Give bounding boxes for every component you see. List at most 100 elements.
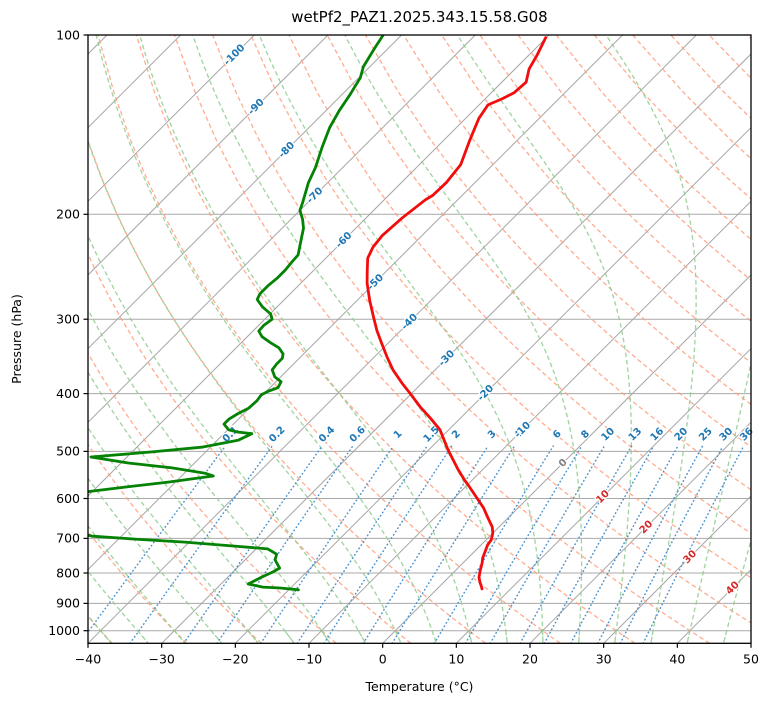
mixing-ratio-label: 0.2 <box>267 425 287 445</box>
isotherm-line <box>603 495 751 644</box>
moist-adiabat-line <box>88 234 367 644</box>
y-tick-label: 200 <box>56 207 80 222</box>
x-tick-label: −10 <box>296 651 322 666</box>
mixing-ratio-line <box>362 445 489 644</box>
isotherm-line <box>88 35 181 129</box>
moist-adiabat-line <box>686 359 751 644</box>
dry-adiabat-line <box>173 35 711 644</box>
y-tick-label: 600 <box>56 491 80 506</box>
temperature-profile-line <box>365 36 548 591</box>
moist-adiabat-line <box>95 35 438 644</box>
moist-adiabat-line <box>88 426 259 644</box>
mixing-ratio-label: 10 <box>600 426 618 444</box>
mixing-ratio-label: 1 <box>392 428 405 441</box>
mixing-ratio-line <box>464 445 583 644</box>
y-tick-label: 300 <box>56 312 80 327</box>
x-tick-label: 20 <box>522 651 538 666</box>
y-tick-label: 100 <box>56 27 80 42</box>
sounding-profiles-layer <box>88 35 548 592</box>
isotherm-line <box>88 35 550 497</box>
y-axis-label: Pressure (hPa) <box>9 294 24 384</box>
moist-adiabat-line <box>344 35 583 644</box>
isotherm-line <box>529 421 751 644</box>
y-tick-label: 400 <box>56 386 80 401</box>
mixing-ratio-label: 25 <box>697 426 715 444</box>
grid-lines-layer <box>88 35 751 644</box>
moist-adiabat-line <box>605 35 697 644</box>
mixing-ratio-label: 16 <box>649 426 667 444</box>
isotherm-line <box>88 35 402 350</box>
dry-adiabat-line <box>97 35 561 644</box>
y-tick-label: 500 <box>56 444 80 459</box>
y-tick-label: 900 <box>56 596 80 611</box>
x-tick-label: 30 <box>596 651 612 666</box>
dry-adiabat-line <box>632 35 751 160</box>
y-tick-label: 700 <box>56 531 80 546</box>
mixing-ratio-line <box>489 445 606 644</box>
dry-adiabat-line <box>88 443 262 644</box>
x-tick-label: −20 <box>222 651 248 666</box>
dry-adiabat-line <box>403 35 751 406</box>
mixing-ratio-line <box>260 445 395 644</box>
moist-adiabat-line <box>88 308 331 644</box>
isotherm-line <box>88 35 329 276</box>
mixing-ratio-line <box>543 445 655 644</box>
mixing-ratio-line <box>642 445 745 644</box>
mixing-ratio-line <box>183 445 323 644</box>
x-tick-label: 0 <box>379 651 387 666</box>
isotherm-line <box>750 642 751 644</box>
moist-adiabat-line <box>722 538 751 644</box>
dry-adiabat-line <box>441 35 751 364</box>
mixing-ratio-line <box>570 445 679 644</box>
axes-layer: −40 −30 −20 −10 0 10 20 30 40 50 100 200 300 400 500 60… <box>48 27 759 666</box>
dry-adiabat-line <box>708 35 751 80</box>
mixing-ratio-label: 36 <box>738 426 756 444</box>
mixing-ratio-line <box>323 445 453 644</box>
isotherm-line <box>88 35 476 424</box>
mixing-ratio-line <box>216 445 354 644</box>
dry-adiabat-line <box>555 35 751 241</box>
dry-adiabat-line <box>88 252 412 644</box>
dry-adiabat-line <box>288 35 751 535</box>
moist-adiabat-line <box>88 477 223 644</box>
x-tick-label: −40 <box>75 651 101 666</box>
isotherm-line <box>382 274 751 644</box>
dry-adiabat-line <box>211 35 751 624</box>
mixing-ratio-label: 2 <box>450 428 463 441</box>
mixing-ratio-label: 8 <box>579 428 592 441</box>
y-tick-label: 800 <box>56 565 80 580</box>
y-tick-label: 1000 <box>48 623 80 638</box>
dry-adiabat-line <box>479 35 751 322</box>
dewpoint-profile-line <box>88 35 385 592</box>
isotherm-line <box>88 35 623 571</box>
x-axis-label: Temperature (°C) <box>365 679 474 694</box>
chart-title: wetPf2_PAZ1.2025.343.15.58.G08 <box>291 8 547 27</box>
plot-border <box>87 34 752 644</box>
isotherm-line <box>88 35 255 203</box>
inline-labels-layer: 0.1 0.2 0.4 0.6 1 1.5 2 3 4 6 8 10 13 16 20 25 30 36-100-… <box>219 41 757 598</box>
mixing-ratio-line <box>519 445 633 644</box>
moist-adiabat-line <box>138 35 473 644</box>
moist-adiabat-line <box>88 371 295 644</box>
x-tick-label: −30 <box>148 651 174 666</box>
dry-adiabat-line <box>250 35 751 579</box>
moist-adiabat-line <box>88 524 186 644</box>
x-tick-label: 50 <box>743 651 759 666</box>
mixing-ratio-line <box>129 445 273 644</box>
isotherm-line <box>161 53 751 644</box>
dry-adiabat-line <box>517 35 751 281</box>
dry-adiabat-line <box>135 35 636 644</box>
isotherm-line <box>455 347 751 644</box>
mixing-ratio-line <box>597 445 704 644</box>
mixing-ratio-label: 0.4 <box>317 425 337 445</box>
dry-adiabat-line <box>364 35 751 448</box>
mixing-ratio-label: 0.6 <box>348 425 368 445</box>
x-tick-label: 40 <box>669 651 685 666</box>
mixing-ratio-label: 20 <box>673 426 691 444</box>
mixing-ratio-line <box>433 445 554 644</box>
x-tick-label: 10 <box>448 651 464 666</box>
dry-adiabat-line <box>88 530 188 644</box>
mixing-ratio-label: 3 <box>486 428 499 441</box>
isotherm-line <box>88 35 697 644</box>
moist-adiabat-line <box>192 35 508 644</box>
